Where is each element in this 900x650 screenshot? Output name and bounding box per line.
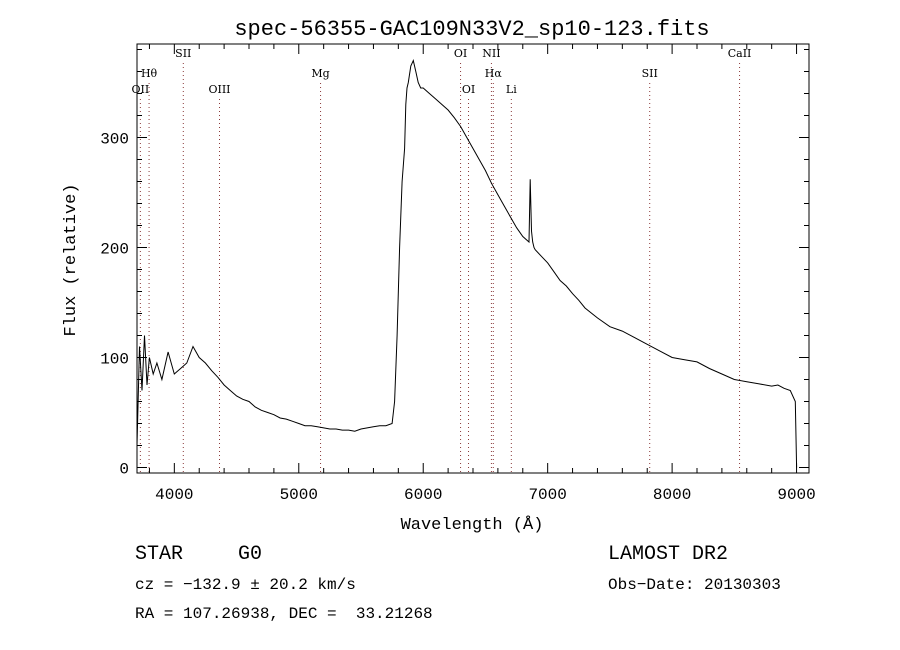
- marker-label: SII: [175, 47, 191, 60]
- x-tick-label: 4000: [155, 486, 193, 504]
- x-axis-ticks: 4000 5000 6000 7000 8000 9000: [148, 44, 816, 504]
- x-tick-label: 6000: [404, 486, 442, 504]
- chart-title: spec-56355-GAC109N33V2_sp10-123.fits: [234, 17, 709, 42]
- object-subclass: G0: [238, 543, 263, 566]
- redshift-velocity: cz = −132.9 ± 20.2 km/s: [135, 576, 356, 594]
- marker-label: CaII: [728, 47, 752, 60]
- marker-label: OII: [132, 83, 150, 96]
- spectrum-line: [136, 58, 798, 468]
- object-class: STAR: [135, 543, 184, 566]
- x-axis-label: Wavelength (Å): [401, 516, 544, 535]
- marker-label: Mg: [311, 67, 329, 80]
- x-tick-label: 7000: [528, 486, 566, 504]
- marker-label: OI: [462, 83, 475, 96]
- marker-label: OI: [454, 47, 467, 60]
- x-tick-label: 5000: [280, 486, 318, 504]
- survey-name: LAMOST DR2: [608, 543, 729, 566]
- marker-label: Hθ: [141, 67, 158, 80]
- y-axis-label: Flux (relative): [62, 183, 81, 336]
- plot-frame: [136, 43, 810, 474]
- coordinates: RA = 107.26938, DEC = 33.21268: [135, 605, 433, 623]
- y-tick-label: 300: [100, 131, 129, 149]
- marker-label: SII: [642, 67, 658, 80]
- marker-label: Hα: [485, 67, 503, 80]
- marker-label: OIII: [208, 83, 230, 96]
- marker-label: NII: [482, 47, 500, 60]
- spectrum-chart: spec-56355-GAC109N33V2_sp10-123.fits OII…: [62, 17, 816, 535]
- observation-date: Obs−Date: 20130303: [608, 576, 781, 594]
- y-tick-label: 100: [100, 351, 129, 369]
- y-axis-ticks: 0 100 200 300: [100, 49, 809, 479]
- y-tick-label: 0: [119, 461, 129, 479]
- marker-label: Li: [506, 83, 517, 96]
- x-tick-label: 8000: [653, 486, 691, 504]
- y-tick-label: 200: [100, 241, 129, 259]
- x-tick-label: 9000: [777, 486, 815, 504]
